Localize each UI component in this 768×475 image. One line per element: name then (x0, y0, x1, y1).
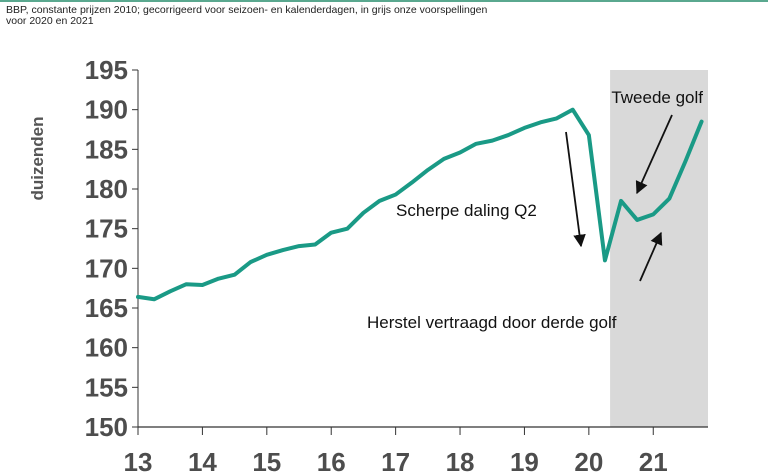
annotation-scherpe-daling: Scherpe daling Q2 (396, 201, 537, 220)
top-rule (0, 0, 768, 2)
data-point (265, 253, 269, 257)
data-point (152, 298, 156, 301)
x-tick-label: 14 (188, 447, 217, 475)
x-tick-label: 18 (446, 447, 475, 475)
data-point (442, 157, 446, 161)
data-point (426, 168, 430, 172)
x-tick-label: 15 (252, 447, 281, 475)
x-tick-label: 16 (317, 447, 346, 475)
data-point (603, 259, 607, 262)
y-tick-label: 155 (85, 372, 128, 402)
data-point (249, 260, 252, 264)
data-point (394, 193, 397, 196)
arrow-herstel (639, 231, 663, 282)
data-point (571, 108, 574, 111)
data-point (491, 139, 494, 142)
data-point (652, 213, 655, 216)
data-point (507, 133, 510, 137)
data-point (700, 120, 703, 123)
x-tick-label: 20 (574, 447, 603, 475)
data-point (313, 243, 317, 246)
data-point (539, 121, 542, 124)
x-tick-label: 19 (510, 447, 539, 475)
data-point (217, 277, 220, 280)
gdp-series-line (136, 107, 704, 302)
data-point (346, 227, 349, 230)
y-tick-label: 165 (85, 293, 128, 323)
y-tick-label: 195 (85, 55, 128, 85)
y-tick-label: 180 (85, 174, 128, 204)
data-point (362, 211, 365, 214)
data-point (619, 199, 623, 203)
x-tick-label: 21 (639, 447, 668, 475)
y-tick-label: 160 (85, 333, 128, 363)
forecast-shading (610, 70, 708, 427)
data-point (136, 295, 140, 299)
data-point (635, 218, 639, 222)
data-point (523, 126, 526, 130)
data-point (169, 290, 172, 293)
chart-subtitle: BBP, constante prijzen 2010; gecorrigeer… (6, 4, 488, 27)
x-tick-label: 17 (381, 447, 410, 475)
annotation-herstel: Herstel vertraagd door derde golf (367, 313, 617, 332)
x-tick-label: 13 (124, 447, 153, 475)
data-point (281, 248, 285, 252)
data-point (233, 273, 236, 276)
y-tick-label: 175 (85, 214, 128, 244)
data-point (410, 181, 413, 184)
data-point (668, 197, 671, 200)
y-tick-label: 190 (85, 95, 128, 125)
annotation-tweede-golf: Tweede golf (611, 88, 703, 107)
arrow-scherpe-daling (565, 131, 586, 248)
data-point (185, 283, 188, 286)
data-point (474, 142, 478, 145)
y-axis-title: duizenden (28, 116, 47, 200)
data-point (378, 199, 381, 203)
data-point (201, 283, 204, 287)
data-point (458, 151, 462, 154)
data-point (297, 244, 301, 248)
data-point (587, 133, 591, 137)
data-point (684, 160, 687, 163)
data-point (330, 231, 333, 234)
y-tick-label: 185 (85, 134, 128, 164)
data-point (555, 117, 558, 120)
arrow-tweede-golf (635, 114, 673, 195)
y-tick-label: 170 (85, 253, 128, 283)
y-tick-label: 150 (85, 412, 128, 442)
